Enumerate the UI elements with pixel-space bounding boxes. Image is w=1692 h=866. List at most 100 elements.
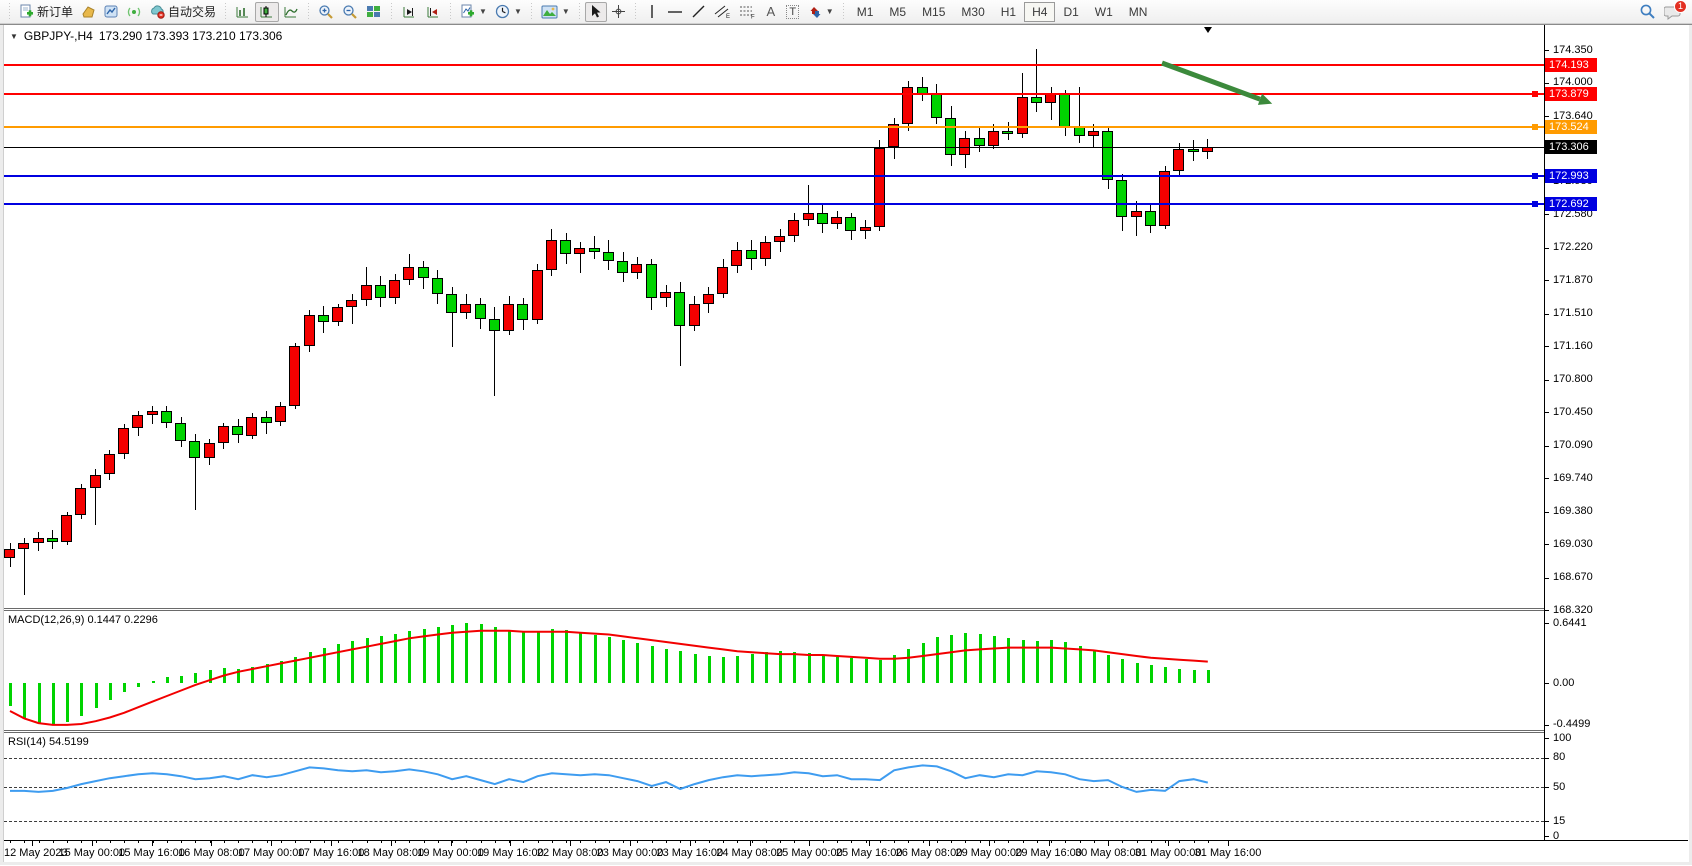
- crosshair-tool-button[interactable]: [607, 2, 630, 22]
- new-order-button[interactable]: 新订单: [15, 2, 77, 22]
- macd-tick-label: -0.4499: [1553, 718, 1591, 731]
- macd-histogram-bar: [693, 654, 697, 683]
- horizontal-line-173.879[interactable]: [4, 92, 1544, 95]
- candle: [61, 515, 72, 543]
- toolbar-grip[interactable]: [389, 2, 395, 21]
- timeframe-button-H1[interactable]: H1: [1000, 4, 1017, 19]
- price-tick-mark: [1544, 577, 1549, 579]
- toolbar-grip[interactable]: [7, 2, 12, 21]
- candle-wick: [1036, 49, 1038, 113]
- time-minor-tick: [152, 841, 154, 843]
- macd-histogram-bar: [992, 635, 996, 683]
- macd-histogram-bar: [878, 659, 882, 683]
- tile-windows-button[interactable]: [362, 2, 386, 22]
- macd-histogram-bar: [736, 656, 740, 683]
- macd-histogram-bar: [394, 633, 397, 683]
- time-major-tick: [630, 841, 631, 846]
- price-tick-mark: [1544, 82, 1549, 84]
- autotrading-button[interactable]: 自动交易: [146, 2, 220, 22]
- templates-button[interactable]: ▼: [537, 2, 574, 22]
- search-icon[interactable]: [1639, 3, 1656, 20]
- timeframe-button-M5[interactable]: M5: [889, 4, 907, 19]
- timeframe-button-W1[interactable]: W1: [1094, 4, 1113, 19]
- toolbar-grip[interactable]: [632, 2, 638, 21]
- horizontal-line-173.524[interactable]: [4, 125, 1544, 128]
- horizontal-line-172.993[interactable]: [4, 175, 1544, 178]
- profile-button[interactable]: [100, 2, 123, 22]
- macd-histogram-bar: [1064, 642, 1068, 683]
- chart-dropdown-icon[interactable]: ▼: [10, 31, 18, 41]
- timeframe-button-M30[interactable]: M30: [961, 4, 985, 19]
- macd-histogram-bar: [536, 630, 540, 683]
- toolbar-grip[interactable]: [223, 2, 229, 21]
- indicators-button[interactable]: ▼: [456, 2, 491, 22]
- line-handle[interactable]: [1532, 201, 1538, 207]
- timeframe-button-D1[interactable]: D1: [1063, 4, 1079, 19]
- macd-histogram-bar: [607, 637, 611, 683]
- chart-shift-button[interactable]: [421, 2, 445, 22]
- chart-shift-marker[interactable]: [1204, 27, 1212, 33]
- candlestick-chart-type-button[interactable]: [255, 1, 280, 22]
- time-minor-tick: [936, 841, 938, 843]
- zoom-out-button[interactable]: [338, 2, 362, 22]
- chevron-down-icon: ▼: [825, 7, 834, 16]
- timeframe-button-H4[interactable]: H4: [1024, 1, 1056, 22]
- timeframe-button-M1[interactable]: M1: [856, 4, 874, 19]
- time-minor-tick: [765, 841, 767, 843]
- time-minor-tick: [252, 841, 254, 843]
- horizontal-line-174.193[interactable]: [4, 63, 1544, 66]
- text-tool-button[interactable]: A: [760, 2, 782, 22]
- macd-histogram-bar: [137, 683, 141, 687]
- toolbar-grip[interactable]: [528, 2, 534, 21]
- line-chart-type-button[interactable]: [279, 2, 303, 22]
- price-tick-mark: [1544, 116, 1549, 117]
- charts-button[interactable]: [77, 2, 100, 22]
- price-tick-label: 171.510: [1553, 307, 1593, 320]
- time-minor-tick: [751, 841, 753, 843]
- timeframe-button-MN[interactable]: MN: [1128, 4, 1148, 19]
- chart-window[interactable]: ▼ GBPJPY-,H4 173.290 173.393 173.210 173…: [0, 24, 1692, 865]
- cursor-tool-button[interactable]: [584, 1, 607, 22]
- time-minor-tick: [323, 841, 325, 843]
- line-handle[interactable]: [1532, 90, 1538, 97]
- candle: [560, 240, 572, 255]
- macd-histogram-bar: [208, 670, 212, 683]
- macd-histogram-bar: [807, 653, 811, 683]
- horizontal-line-tool-button[interactable]: [663, 2, 687, 22]
- horizontal-line-172.692[interactable]: [4, 203, 1544, 205]
- time-minor-tick: [780, 841, 781, 843]
- vertical-line-tool-button[interactable]: [641, 2, 663, 22]
- time-minor-tick: [908, 841, 910, 843]
- rsi-splitter[interactable]: [0, 730, 1544, 733]
- bar-chart-type-button[interactable]: [231, 2, 255, 22]
- macd-histogram-bar: [237, 669, 241, 683]
- price-tick-mark: [1544, 544, 1549, 546]
- equidistant-channel-tool-button[interactable]: E: [710, 2, 735, 22]
- fibonacci-tool-button[interactable]: F: [735, 2, 760, 22]
- macd-histogram-bar: [451, 625, 455, 683]
- macd-histogram-bar: [1035, 641, 1039, 683]
- auto-scroll-button[interactable]: [397, 2, 421, 22]
- notifications-button[interactable]: 1: [1664, 0, 1687, 20]
- toolbar-grip[interactable]: [448, 2, 454, 21]
- toolbar-grip[interactable]: [306, 2, 312, 21]
- time-label: 22 May 08:00: [536, 847, 604, 859]
- autotrading-icon: [150, 4, 165, 19]
- line-handle[interactable]: [1532, 123, 1538, 130]
- zoom-in-button[interactable]: [314, 2, 338, 22]
- toolbar-grip[interactable]: [576, 2, 582, 21]
- macd-histogram-bar: [51, 683, 55, 725]
- arrows-tool-button[interactable]: ▼: [804, 2, 838, 22]
- periods-button[interactable]: ▼: [491, 2, 526, 22]
- text-label-tool-button[interactable]: T: [782, 2, 804, 22]
- toolbar-grip[interactable]: [840, 2, 846, 21]
- line-handle[interactable]: [1532, 173, 1538, 180]
- macd-histogram-bar: [37, 683, 41, 724]
- macd-splitter[interactable]: [0, 608, 1544, 611]
- timeframe-button-M15[interactable]: M15: [922, 4, 946, 19]
- candle: [688, 303, 700, 326]
- signals-button[interactable]: [123, 2, 146, 22]
- candle: [745, 249, 757, 259]
- time-minor-tick: [266, 841, 268, 843]
- trendline-tool-button[interactable]: [687, 2, 710, 22]
